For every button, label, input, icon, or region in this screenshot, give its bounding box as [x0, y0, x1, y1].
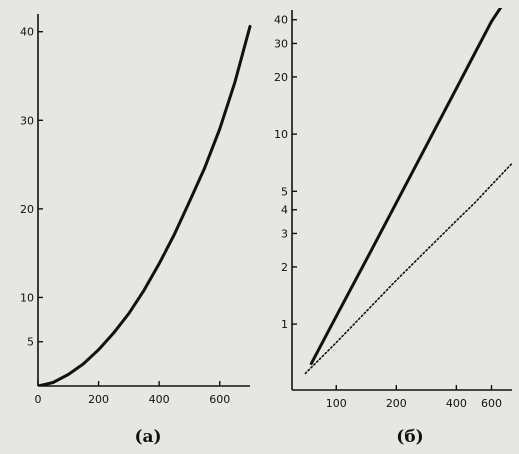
- panel-b-y-tick-label: 3: [281, 227, 288, 240]
- panel-b-y-tick-label: 20: [274, 71, 288, 84]
- panel-b-y-tick-label: 10: [274, 128, 288, 141]
- panel-a-y-tick-label: 30: [20, 114, 34, 127]
- panel-b-series-2-dotted-line: [304, 162, 513, 375]
- panel-b-y-tick-label: 5: [281, 185, 288, 198]
- panel-b-x-tick-label: 400: [446, 397, 467, 410]
- panel-a-y-tick-label: 10: [20, 291, 34, 304]
- panel-b-y-tick-label: 30: [274, 37, 288, 50]
- panel-b-chart: 100 200 400 600 1 2 3 4 5 10 20 30 40 (б): [274, 8, 513, 447]
- panel-b-x-tick-label: 600: [481, 397, 502, 410]
- panel-b-x-tick-label: 200: [386, 397, 407, 410]
- panel-b-y-tick-label: 2: [281, 261, 288, 274]
- panel-b-y-tick-label: 1: [281, 318, 288, 331]
- panel-a-x-tick-label: 600: [209, 393, 230, 406]
- panel-a-chart: 0 200 400 600 5 10 20 30 40 (a): [20, 14, 252, 447]
- panel-a-label: (a): [134, 427, 161, 447]
- panel-a-series-1-line: [38, 24, 252, 386]
- panel-a-y-tick-label: 20: [20, 203, 34, 216]
- panel-b-y-tick-label: 4: [281, 204, 288, 217]
- panel-a-y-tick-label: 40: [20, 26, 34, 39]
- panel-a-y-tick-label: 5: [27, 336, 34, 349]
- panel-b-series-1-line: [309, 8, 503, 366]
- panel-a-x-tick-label: 400: [149, 393, 170, 406]
- panel-b-x-tick-label: 100: [326, 397, 347, 410]
- panel-b-label: (б): [396, 427, 423, 447]
- panel-b-y-tick-label: 40: [274, 14, 288, 27]
- panel-a-x-tick-label: 200: [88, 393, 109, 406]
- panel-a-x-tick-label: 0: [35, 393, 42, 406]
